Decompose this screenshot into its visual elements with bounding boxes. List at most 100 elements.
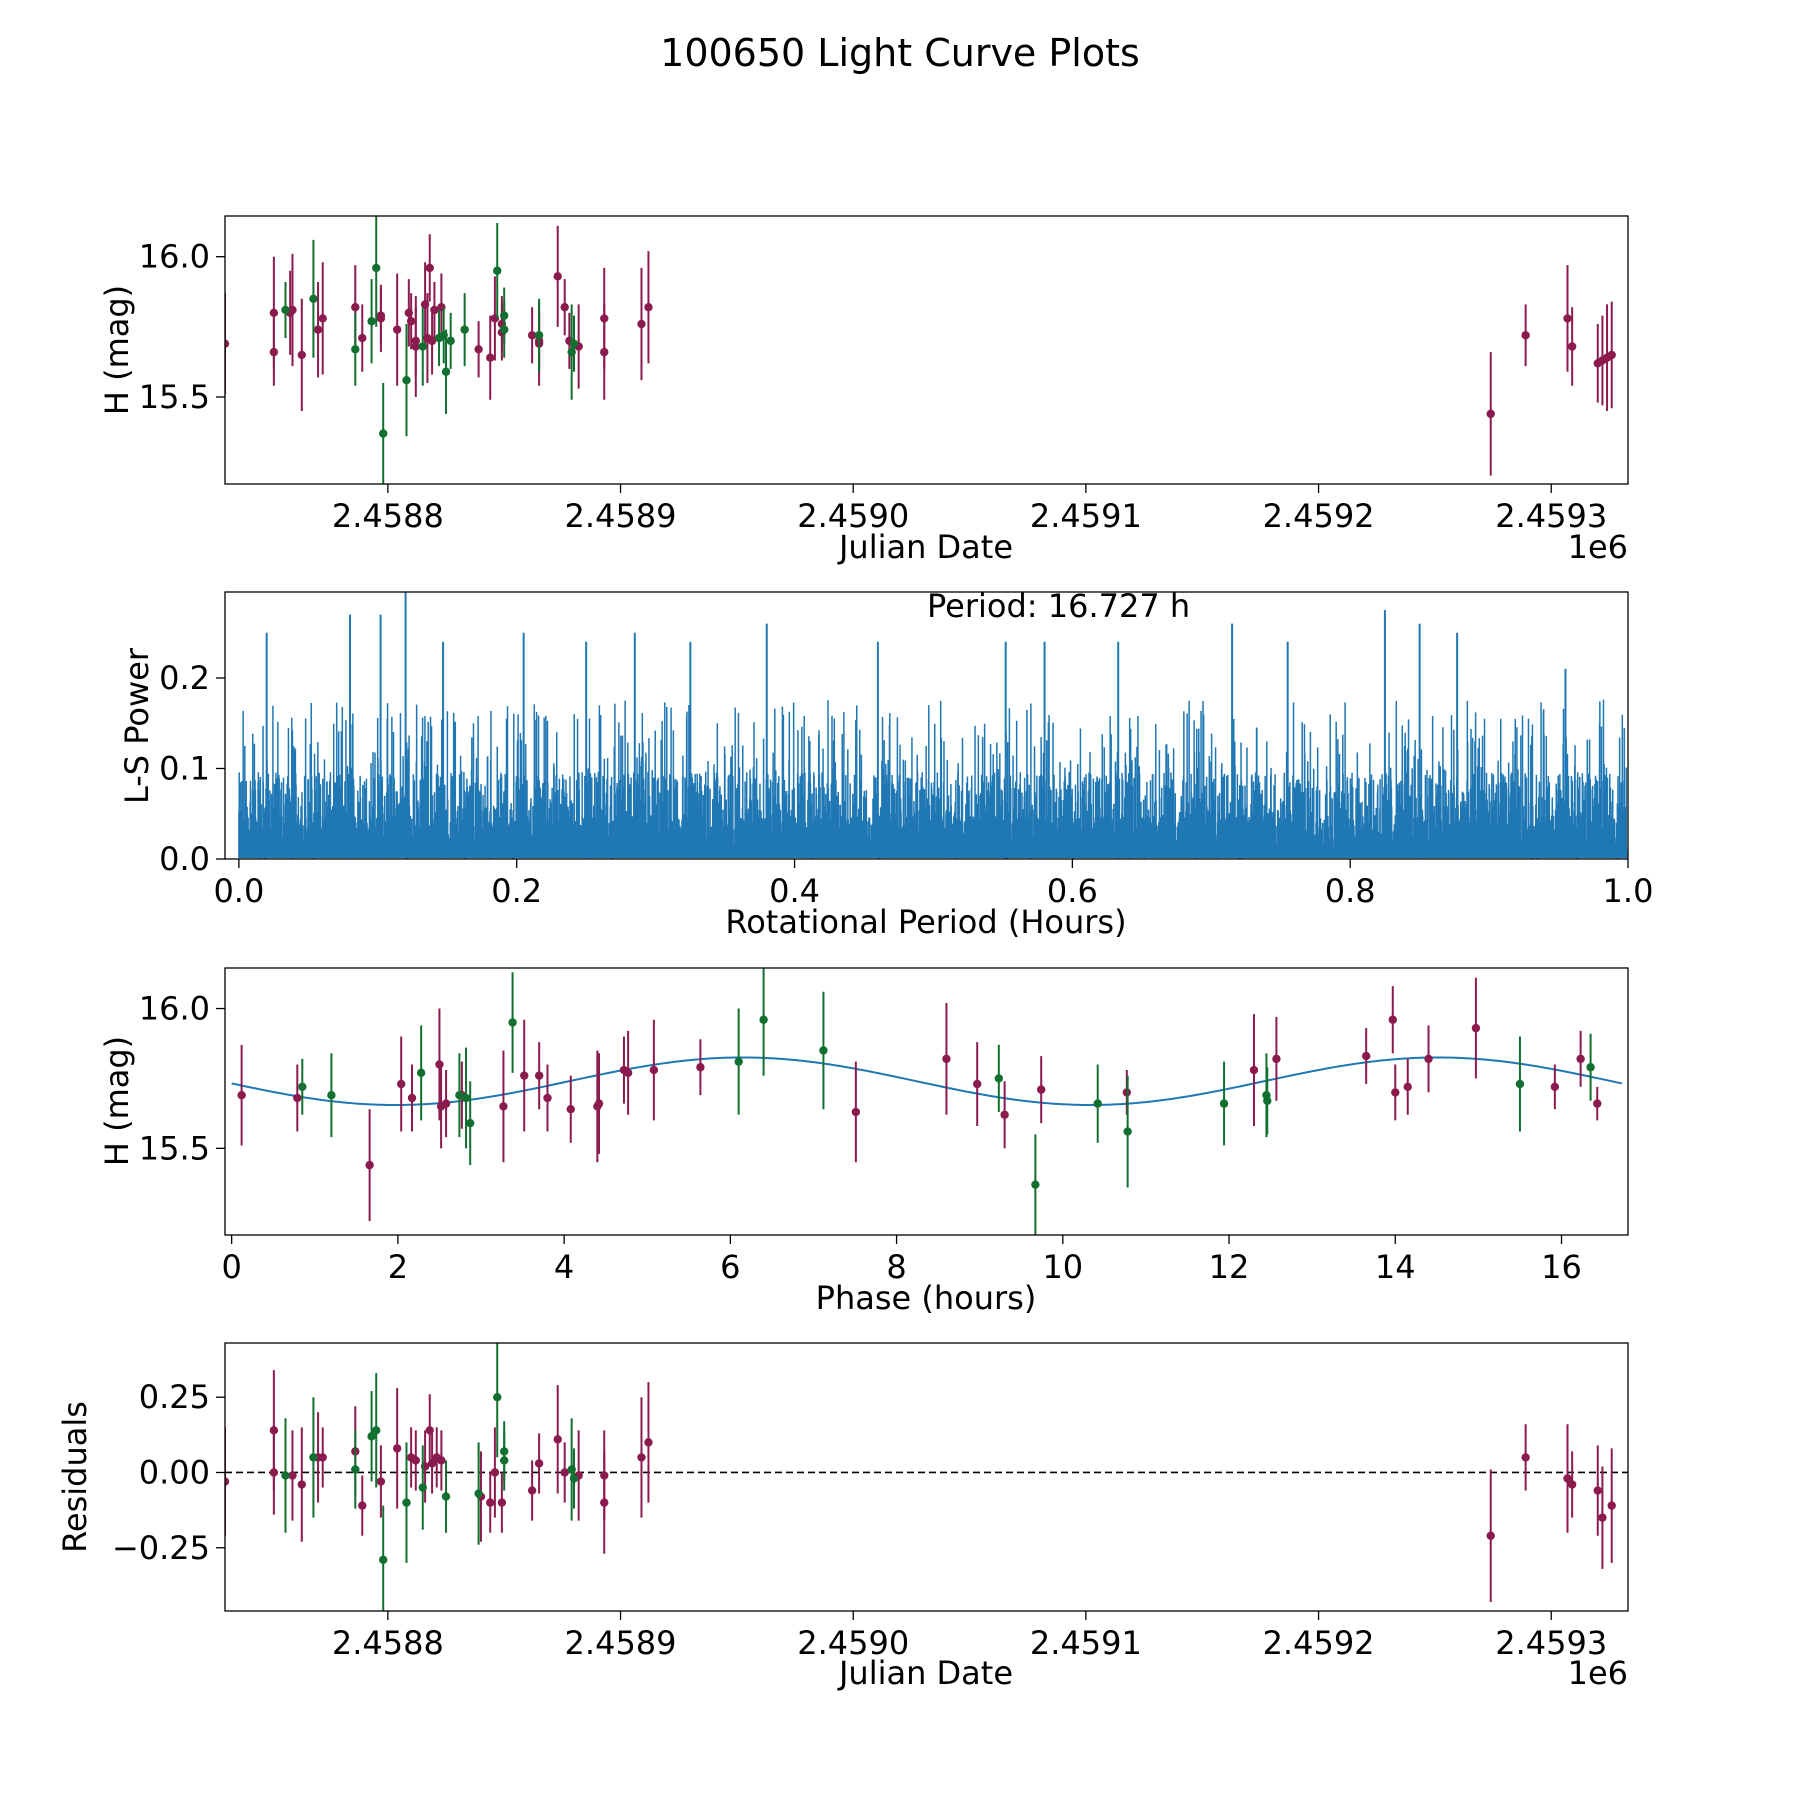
green-data-point [367, 279, 376, 364]
red-data-point [637, 1397, 646, 1518]
red-data-point [376, 1445, 386, 1518]
y-tick-label: 0.2 [159, 659, 210, 697]
data-marker [1037, 1085, 1046, 1094]
red-data-point [425, 1394, 434, 1467]
data-marker [534, 1071, 544, 1080]
red-data-point [358, 304, 367, 372]
red-data-point [297, 1427, 306, 1542]
data-marker [435, 1060, 444, 1069]
x-tick-label: 6 [720, 1248, 740, 1286]
periodogram-panel: 0.0 0.2 0.4 0.6 0.8 1.0 0.0 0.1 0.2 Period: 16.7… [118, 587, 1653, 941]
data-marker [1607, 350, 1616, 360]
data-marker [520, 1071, 529, 1080]
data-marker [851, 1107, 861, 1117]
red-data-point [1471, 977, 1481, 1079]
red-data-point [696, 1039, 705, 1096]
data-marker [1272, 1054, 1281, 1064]
red-data-point [486, 1472, 495, 1533]
red-data-point [1521, 304, 1530, 367]
periodogram-peaks [265, 592, 1567, 859]
data-marker [367, 317, 376, 326]
red-data-point [293, 1064, 302, 1132]
x-tick-label: 2.4593 [1495, 1624, 1607, 1662]
periodogram-ylabel: L-S Power [118, 647, 156, 804]
green-data-point [281, 281, 290, 339]
x-tick-label: 12 [1209, 1248, 1250, 1286]
green-data-point [416, 1025, 426, 1121]
data-marker [441, 367, 451, 376]
red-data-point [1550, 1064, 1560, 1110]
data-marker [269, 347, 279, 357]
green-data-point [1263, 1067, 1272, 1135]
red-data-point [1593, 1445, 1602, 1536]
green-data-point [281, 1418, 290, 1533]
data-marker [407, 1093, 417, 1103]
data-marker [490, 1468, 500, 1477]
red-data-point [358, 1475, 367, 1536]
red-data-point [313, 281, 323, 378]
red-data-point [566, 1075, 575, 1143]
y-tick-label: 0.25 [139, 1378, 210, 1416]
data-marker [1123, 1127, 1132, 1136]
x-tick-label: 0.8 [1325, 872, 1376, 910]
data-marker [351, 345, 360, 354]
data-marker [649, 1065, 659, 1075]
red-data-point [1361, 1028, 1371, 1085]
data-marker [942, 1054, 951, 1064]
red-data-point [1388, 986, 1397, 1054]
data-marker [493, 266, 502, 275]
red-data-point [1567, 307, 1577, 386]
data-marker [499, 1102, 508, 1111]
data-marker [1424, 1054, 1433, 1064]
residuals-ylabel: Residuals [56, 1401, 94, 1553]
green-data-point [1586, 1033, 1595, 1101]
red-data-point [225, 1427, 230, 1536]
green-data-point [569, 315, 579, 372]
red-data-point [237, 1044, 246, 1146]
data-marker [376, 1477, 386, 1486]
data-marker [446, 336, 455, 346]
red-data-point [644, 1382, 653, 1503]
data-marker [298, 1082, 307, 1092]
data-marker [553, 272, 562, 281]
red-data-point [649, 1019, 659, 1121]
data-marker [455, 1091, 464, 1100]
data-marker [644, 303, 653, 312]
data-marker [418, 1483, 427, 1492]
x-tick-label: 10 [1042, 1248, 1083, 1286]
data-marker [637, 319, 646, 329]
light-curve-ylabel: H (mag) [98, 285, 136, 415]
green-data-point [351, 1430, 360, 1509]
data-marker [500, 325, 509, 334]
x-tick-label: 0.0 [213, 872, 264, 910]
data-marker [527, 331, 537, 340]
green-data-point [327, 1053, 336, 1138]
data-marker [474, 345, 483, 354]
data-marker [1567, 342, 1577, 351]
green-data-point [298, 1058, 307, 1115]
y-tick-label: 16.0 [139, 238, 210, 276]
data-marker [269, 1468, 279, 1477]
red-data-point [594, 1053, 604, 1154]
data-marker [460, 325, 469, 334]
data-marker [1403, 1082, 1412, 1092]
data-marker [367, 1432, 376, 1441]
data-marker [427, 1459, 437, 1468]
red-data-point [225, 293, 230, 395]
green-data-point [441, 329, 451, 414]
x-tick-label: 2.4593 [1495, 497, 1607, 535]
red-data-point [520, 1019, 529, 1132]
x-tick-label: 4 [554, 1248, 574, 1286]
light-curve-offset-label: 1e6 [1568, 528, 1628, 566]
y-tick-label: 15.5 [139, 378, 210, 416]
x-tick-label: 16 [1541, 1248, 1582, 1286]
data-marker [418, 342, 427, 351]
data-marker [734, 1057, 743, 1066]
green-data-point [465, 1081, 475, 1166]
green-data-point [309, 239, 318, 358]
green-data-point [309, 1397, 318, 1518]
data-marker [1031, 1180, 1040, 1189]
red-data-point [553, 225, 562, 327]
x-tick-label: 8 [886, 1248, 906, 1286]
